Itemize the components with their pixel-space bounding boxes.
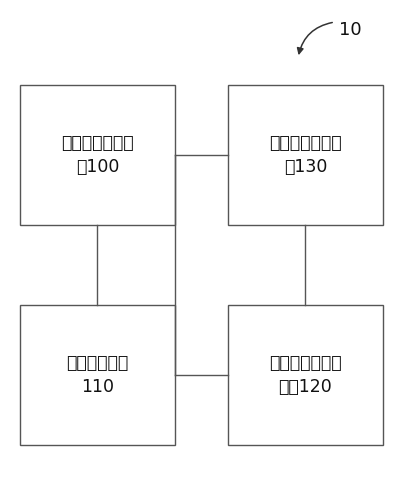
Text: 电流偏置模块: 电流偏置模块	[66, 354, 128, 372]
Text: 块130: 块130	[283, 158, 326, 176]
Text: 电源掉电检测模: 电源掉电检测模	[269, 134, 341, 152]
Text: 块100: 块100	[76, 158, 119, 176]
Bar	[20, 85, 174, 225]
Text: 模块120: 模块120	[278, 378, 332, 396]
Bar	[227, 85, 382, 225]
Bar	[227, 305, 382, 445]
Text: 110: 110	[81, 378, 114, 396]
Text: 阈值设定与检测: 阈值设定与检测	[269, 354, 341, 372]
Text: 10: 10	[338, 21, 360, 39]
Bar	[20, 305, 174, 445]
Text: 电源电压检测模: 电源电压检测模	[61, 134, 134, 152]
